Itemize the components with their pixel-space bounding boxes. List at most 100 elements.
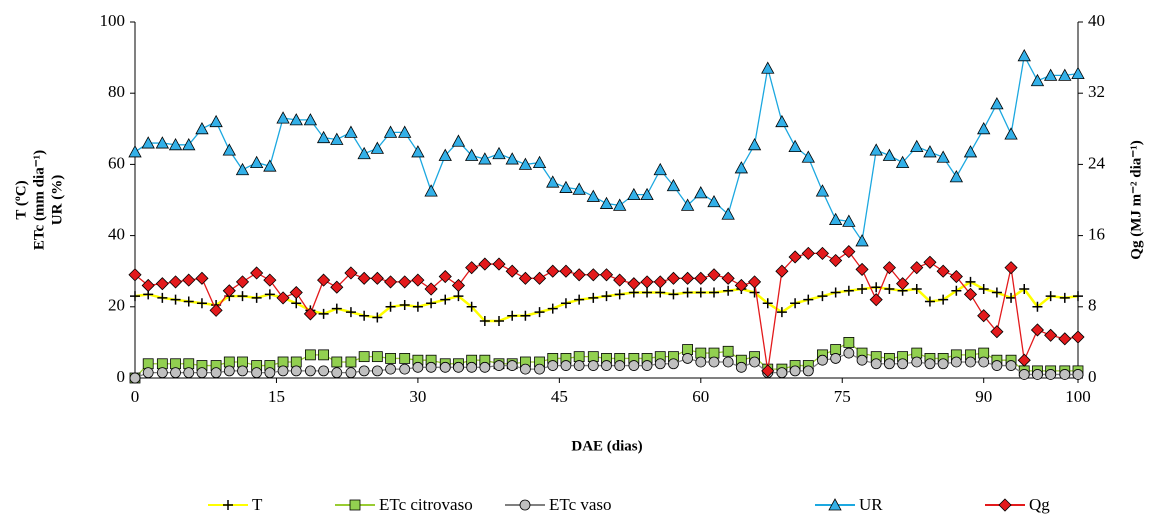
data-point — [505, 152, 519, 165]
data-point — [303, 113, 318, 126]
data-point — [1005, 360, 1017, 371]
data-point — [775, 114, 789, 128]
data-point — [195, 271, 209, 285]
data-point — [507, 310, 518, 321]
data-point — [936, 150, 950, 163]
data-point — [357, 146, 371, 160]
data-point — [318, 308, 329, 319]
data-point — [560, 360, 572, 371]
data-point — [978, 356, 990, 368]
data-point — [399, 300, 410, 311]
data-point — [383, 275, 398, 289]
data-point — [237, 291, 248, 302]
data-point — [209, 303, 223, 317]
y2-tick-label: 8 — [1088, 296, 1097, 315]
data-point — [653, 275, 667, 289]
data-point — [385, 301, 396, 312]
data-point — [1059, 292, 1070, 303]
data-point — [788, 250, 802, 264]
data-point — [1032, 301, 1043, 312]
data-point — [614, 289, 625, 300]
data-point — [857, 284, 868, 294]
data-point — [655, 287, 666, 298]
data-point — [572, 182, 586, 195]
data-point — [882, 148, 897, 161]
data-point — [237, 365, 248, 377]
data-point — [344, 266, 358, 280]
data-point — [425, 361, 437, 373]
data-point — [668, 289, 679, 300]
data-point — [518, 271, 532, 285]
data-point — [695, 287, 706, 298]
y2-axis-title: Qg (MJ m⁻² dia⁻¹) — [1128, 140, 1144, 259]
data-point — [371, 365, 383, 377]
data-point — [722, 345, 734, 357]
data-point — [871, 282, 882, 293]
data-point — [978, 347, 990, 359]
data-point — [345, 367, 357, 379]
data-point — [316, 130, 331, 144]
data-point — [370, 141, 385, 154]
data-point — [978, 284, 989, 294]
data-point — [870, 358, 882, 370]
data-point — [574, 294, 585, 305]
data-point — [210, 367, 222, 379]
data-point — [276, 291, 290, 305]
data-point — [1058, 332, 1072, 346]
data-point — [640, 187, 654, 201]
data-point — [264, 289, 275, 300]
data-point — [749, 356, 760, 368]
data-point — [358, 365, 370, 377]
data-point — [856, 354, 868, 366]
data-point — [492, 146, 506, 160]
data-point — [1058, 68, 1072, 81]
y2-tick-label: 0 — [1088, 367, 1097, 386]
data-point — [990, 325, 1004, 339]
data-point — [532, 155, 547, 169]
legend-marker — [828, 498, 842, 511]
data-point — [627, 277, 641, 291]
data-point — [424, 184, 438, 197]
data-point — [829, 253, 843, 268]
data-point — [1032, 369, 1043, 380]
data-point — [682, 353, 693, 364]
data-point — [761, 61, 775, 74]
data-point — [357, 271, 371, 285]
y2-tick-label: 40 — [1088, 11, 1105, 30]
data-point — [466, 361, 478, 373]
y-tick-label: 80 — [108, 82, 125, 101]
data-point — [223, 365, 235, 377]
data-point — [761, 364, 775, 378]
data-point — [465, 261, 479, 275]
data-point — [869, 143, 883, 156]
data-point — [963, 287, 978, 301]
data-point — [695, 356, 707, 368]
data-point — [1073, 291, 1083, 302]
data-point — [209, 114, 223, 128]
data-point — [682, 287, 693, 298]
data-point — [263, 159, 277, 172]
data-point — [170, 294, 181, 305]
y-tick-label: 40 — [108, 225, 125, 244]
data-point — [924, 296, 935, 307]
data-point — [559, 264, 573, 278]
data-point — [949, 269, 963, 284]
data-point — [734, 161, 749, 174]
data-point — [439, 361, 451, 373]
series-line — [134, 53, 1079, 243]
data-point — [479, 361, 491, 373]
data-point — [330, 132, 344, 145]
data-point — [1017, 48, 1031, 62]
data-point — [235, 162, 250, 176]
data-point — [694, 186, 708, 199]
data-point — [707, 268, 721, 282]
data-point — [560, 298, 571, 309]
data-point — [196, 367, 208, 379]
data-point — [411, 145, 425, 158]
data-point — [289, 113, 303, 126]
data-point — [398, 125, 412, 138]
data-point — [559, 180, 573, 193]
legend-marker — [519, 499, 531, 511]
data-point — [884, 284, 895, 294]
data-point — [788, 139, 802, 152]
